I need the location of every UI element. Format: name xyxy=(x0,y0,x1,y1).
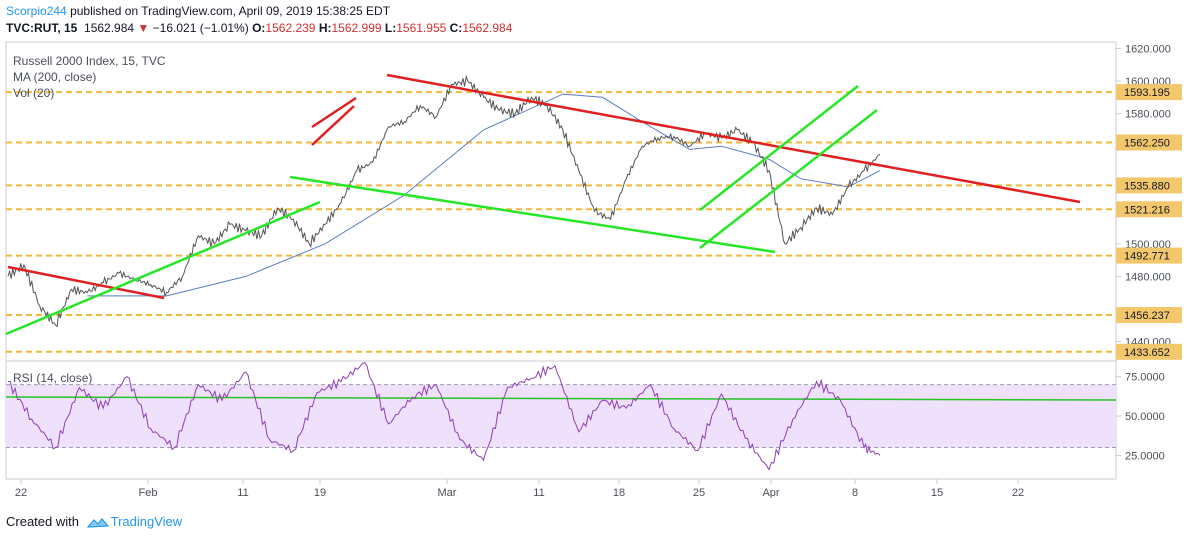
author-link[interactable]: Scorpio244 xyxy=(6,4,67,18)
time-tick-label: 11 xyxy=(533,487,544,498)
open-value: 1562.239 xyxy=(265,21,316,35)
green-trendline-up[interactable] xyxy=(5,200,321,336)
level-tag-label: 1562.250 xyxy=(1124,138,1170,150)
price-tags[interactable]: 1593.195 1562.250 1535.880 1521.216 1492.771… xyxy=(1116,84,1182,360)
time-tick-label: Mar xyxy=(438,487,457,498)
red-trendline-jan[interactable] xyxy=(7,265,165,300)
open-label: O: xyxy=(252,21,266,35)
red-channel-lower[interactable] xyxy=(311,105,355,146)
level-tag[interactable] xyxy=(1116,177,1182,194)
price-line xyxy=(7,74,881,328)
price-pane[interactable] xyxy=(5,41,1117,362)
level-tag-label: 1433.652 xyxy=(1124,347,1170,359)
close-value: 1562.984 xyxy=(462,21,513,35)
level-tag[interactable] xyxy=(1116,84,1182,101)
chart-title: Russell 2000 Index, 15, TVC xyxy=(13,54,166,68)
price-tick-label: 1580.000 xyxy=(1125,109,1171,121)
rsi-tick-label: 75.0000 xyxy=(1125,372,1165,384)
publish-line: Scorpio244 published on TradingView.com,… xyxy=(6,4,390,18)
time-axis[interactable]: 22 Feb 11 19 Mar 11 18 25 Apr 8 15 22 xyxy=(15,479,1024,498)
time-tick-label: 15 xyxy=(931,487,943,498)
vol-legend: Vol (20) xyxy=(13,86,54,100)
tradingview-brand-link[interactable]: TradingView xyxy=(110,514,183,529)
green-channel-lower[interactable] xyxy=(699,109,878,249)
footer: Created with TradingView xyxy=(6,514,182,529)
high-value: 1562.999 xyxy=(331,21,382,35)
level-tag-label: 1593.195 xyxy=(1124,87,1170,99)
time-tick-label: Apr xyxy=(762,487,779,498)
tradingview-logo-icon xyxy=(86,518,109,528)
green-channel-upper[interactable] xyxy=(699,85,859,211)
trendlines[interactable] xyxy=(5,73,1081,336)
low-value: 1561.955 xyxy=(396,21,447,35)
rsi-tick-label: 25.0000 xyxy=(1125,450,1165,462)
close-label: C: xyxy=(449,21,463,35)
rsi-band xyxy=(6,384,1116,448)
down-arrow-icon: ▼ xyxy=(137,21,150,35)
high-label: H: xyxy=(318,21,332,35)
price-tick-label: 1480.000 xyxy=(1125,271,1171,283)
rsi-trendline[interactable] xyxy=(5,396,1117,401)
level-tag-label: 1521.216 xyxy=(1124,204,1170,216)
rsi-line xyxy=(7,362,881,471)
price-tick-label: 1620.000 xyxy=(1125,44,1171,56)
ohlc-line: TVC:RUT, 15 1562.984 ▼ −16.021 (−1.01%) … xyxy=(6,21,512,35)
ma-legend: MA (200, close) xyxy=(13,70,96,84)
level-tag[interactable] xyxy=(1116,307,1182,324)
level-tag[interactable] xyxy=(1116,201,1182,218)
rsi-tick-label: 50.0000 xyxy=(1125,411,1165,423)
last-price: 1562.984 xyxy=(84,21,135,35)
rsi-legend: RSI (14, close) xyxy=(13,371,92,385)
level-tag-label: 1535.880 xyxy=(1124,180,1170,192)
level-tag-label: 1456.237 xyxy=(1124,310,1170,322)
green-trendline-down[interactable] xyxy=(289,175,776,254)
ma-200-line xyxy=(87,93,881,297)
level-tag[interactable] xyxy=(1116,134,1182,151)
time-tick-label: 19 xyxy=(314,487,326,498)
time-tick-label: 22 xyxy=(1012,487,1024,498)
rsi-axis[interactable]: 75.0000 50.0000 25.0000 xyxy=(1116,372,1165,463)
created-with-label: Created with xyxy=(6,514,79,529)
red-trendline-resistance[interactable] xyxy=(386,73,1081,204)
time-tick-label: 11 xyxy=(237,487,248,498)
time-tick-label: 25 xyxy=(693,487,705,498)
price-change: −16.021 (−1.01%) xyxy=(152,21,249,35)
chart-area[interactable]: 1620.0001600.0001580.0001500.0001480.000… xyxy=(0,38,1188,498)
red-channel-upper[interactable] xyxy=(311,96,357,129)
symbol-label: TVC:RUT, 15 xyxy=(6,21,78,35)
level-tag[interactable] xyxy=(1116,343,1182,360)
time-tick-label: 22 xyxy=(15,487,27,498)
time-tick-label: 18 xyxy=(613,487,625,498)
publish-info: published on TradingView.com, April 09, … xyxy=(70,4,391,18)
level-tag-label: 1492.771 xyxy=(1124,251,1170,263)
low-label: L: xyxy=(384,21,397,35)
time-tick-label: 8 xyxy=(852,487,858,498)
level-tag[interactable] xyxy=(1116,247,1182,264)
support-resistance-lines[interactable] xyxy=(6,91,1116,353)
time-tick-label: Feb xyxy=(139,487,158,498)
